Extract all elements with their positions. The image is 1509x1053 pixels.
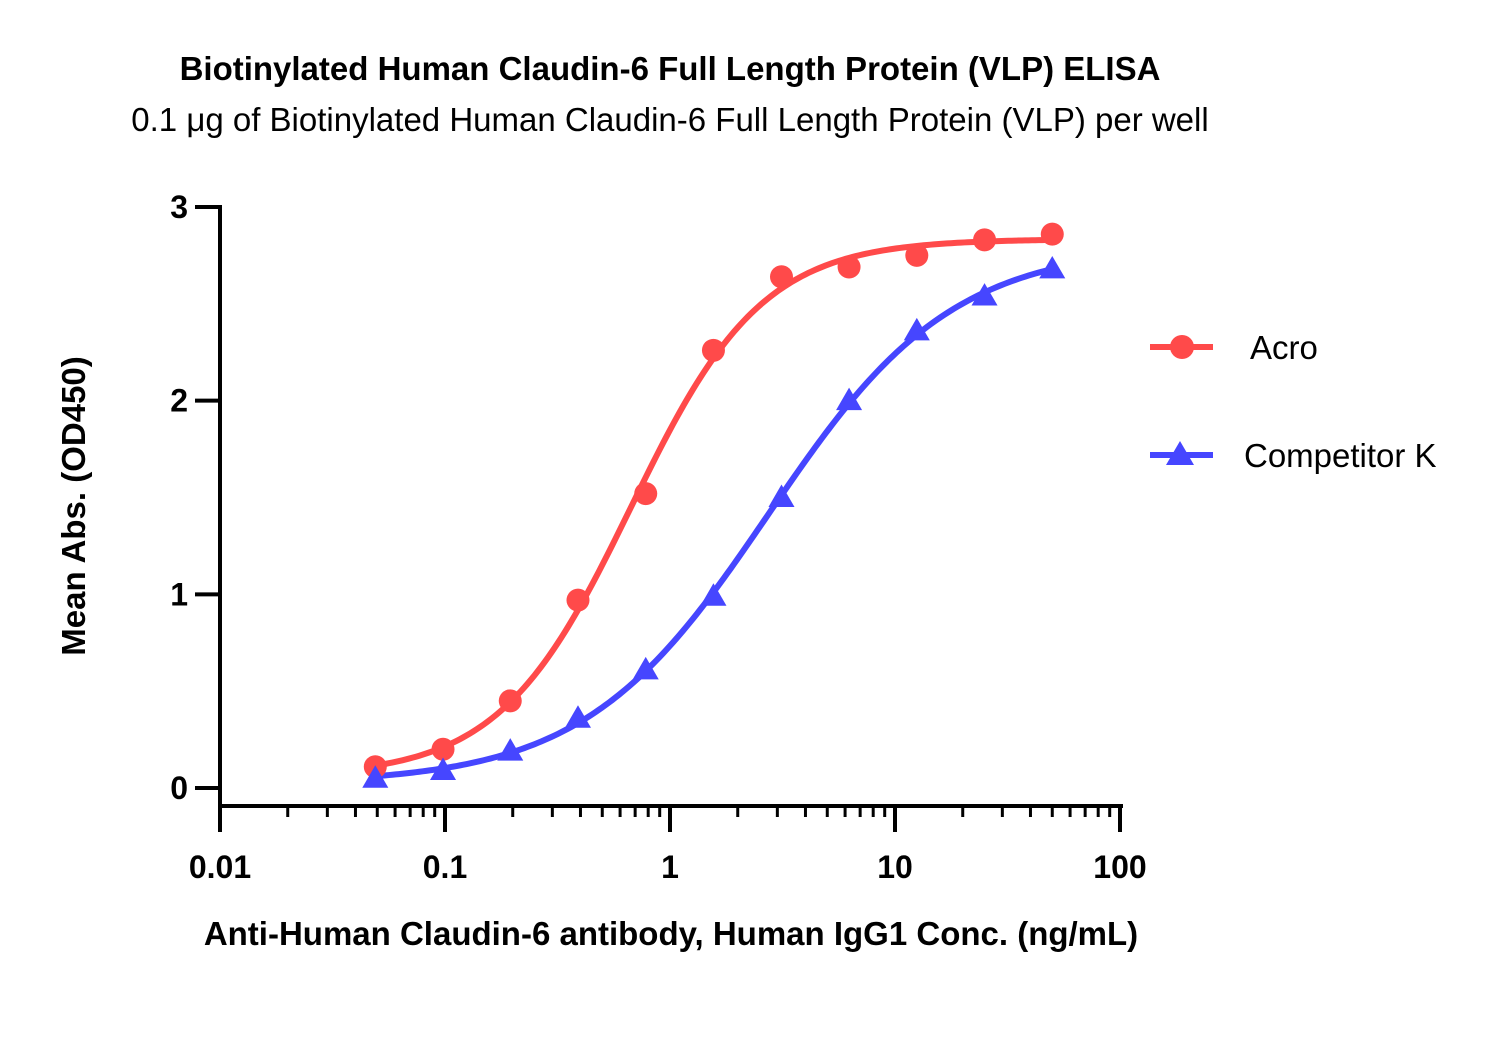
fit-curve-acro — [372, 236, 1056, 769]
legend-marker-acro — [1170, 335, 1194, 359]
data-point-competitor-k — [632, 656, 659, 680]
y-tick-label: 1 — [170, 576, 188, 612]
chart-subtitle: 0.1 μg of Biotinylated Human Claudin-6 F… — [131, 101, 1208, 138]
data-point-acro — [1040, 222, 1064, 246]
y-axis-title: Mean Abs. (OD450) — [55, 356, 92, 656]
legend-marker-competitor-k — [1166, 441, 1194, 465]
data-point-acro — [701, 338, 725, 362]
x-tick-label: 0.01 — [189, 849, 251, 885]
data-point-competitor-k — [497, 738, 524, 761]
legend: Acro Competitor K — [1150, 329, 1437, 474]
data-point-acro — [431, 737, 455, 761]
chart-title: Biotinylated Human Claudin-6 Full Length… — [180, 50, 1161, 87]
x-tick-label: 1 — [661, 849, 679, 885]
data-point-acro — [566, 588, 590, 612]
x-tick-label: 10 — [877, 849, 913, 885]
data-point-competitor-k — [564, 705, 592, 728]
x-tick-label: 100 — [1093, 849, 1146, 885]
x-tick-label: 0.1 — [423, 849, 467, 885]
data-point-acro — [973, 228, 997, 252]
data-point-competitor-k — [700, 583, 727, 606]
legend-label-competitor-k: Competitor K — [1244, 437, 1437, 474]
data-point-acro — [634, 482, 658, 506]
data-point-competitor-k — [1039, 255, 1066, 279]
data-point-acro — [769, 265, 793, 289]
data-point-acro — [837, 255, 861, 279]
data-point-competitor-k — [430, 757, 457, 781]
y-ticks: 0 1 2 3 — [170, 189, 220, 806]
data-point-acro — [498, 689, 522, 713]
x-axis-title: Anti-Human Claudin-6 antibody, Human IgG… — [204, 915, 1138, 952]
data-point-competitor-k — [362, 765, 389, 788]
y-tick-label: 2 — [170, 383, 188, 419]
data-point-acro — [905, 243, 929, 267]
data-point-competitor-k — [903, 317, 930, 341]
data-point-competitor-k — [768, 484, 795, 507]
fit-curves — [372, 236, 1056, 780]
x-ticks: 0.01 0.1 1 10 100 — [189, 806, 1147, 885]
data-point-competitor-k — [971, 283, 998, 306]
data-markers — [362, 222, 1066, 788]
y-tick-label: 3 — [170, 189, 188, 225]
data-point-competitor-k — [836, 387, 863, 411]
legend-label-acro: Acro — [1250, 329, 1318, 366]
y-tick-label: 0 — [170, 770, 188, 806]
